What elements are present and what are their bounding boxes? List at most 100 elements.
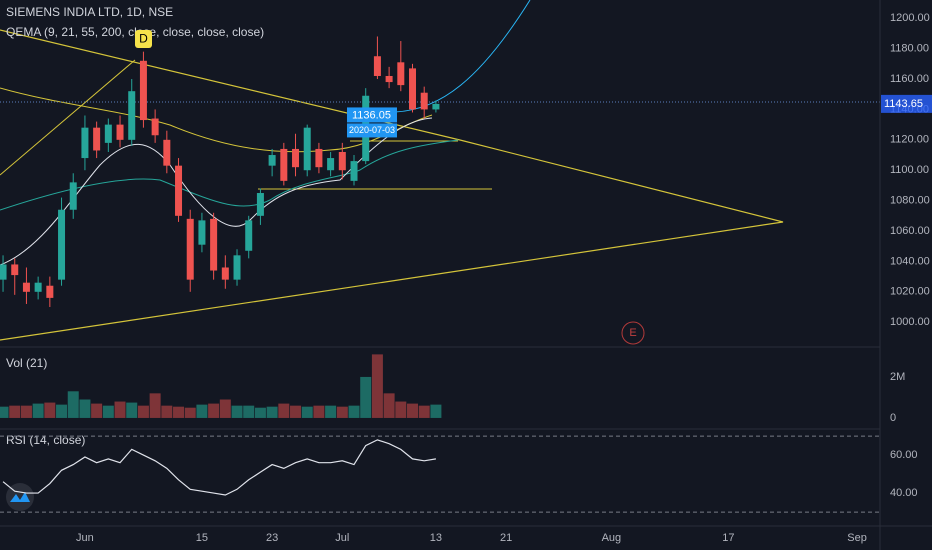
y-tick-label: 1180.00: [890, 43, 929, 55]
volume-bar: [44, 402, 56, 418]
volume-bar: [360, 376, 372, 418]
volume-bar: [161, 405, 173, 418]
x-tick-label: 17: [722, 532, 734, 544]
candle-body: [198, 220, 206, 245]
candle-body: [280, 148, 288, 181]
volume-bar: [290, 405, 302, 418]
volume-bar: [348, 405, 360, 418]
candle-body: [233, 255, 241, 280]
candle-body: [432, 103, 440, 110]
volume-bar: [313, 405, 325, 418]
candle-body: [409, 68, 417, 110]
volume-bar: [32, 403, 44, 418]
candle-body: [292, 148, 300, 168]
y-tick-label: 2M: [890, 371, 905, 383]
candle-body: [11, 264, 19, 276]
volume-bar: [126, 402, 138, 418]
qema-9: [0, 117, 433, 266]
drawings: [0, 0, 880, 341]
trend-line: [0, 59, 136, 176]
volume-bar: [430, 404, 442, 418]
volume-bar: [301, 406, 313, 418]
candle-body: [128, 91, 136, 140]
earnings-marker: E: [629, 327, 636, 339]
volume-label: Vol (21): [6, 356, 47, 370]
volume-bar: [395, 401, 407, 418]
candle-body: [210, 218, 218, 271]
volume-bar: [20, 405, 32, 418]
volume-bar: [266, 406, 278, 418]
tooltip-date: 2020-07-03: [349, 125, 395, 135]
volume-bar: [383, 393, 395, 418]
y-tick-label: 1160.00: [890, 73, 929, 85]
y-tick-label: 1120.00: [890, 134, 929, 146]
volume-bar: [173, 406, 185, 418]
tooltip-date-box: [347, 123, 397, 138]
volume-bar: [196, 404, 208, 418]
earnings-circle: [621, 321, 645, 345]
candle-body: [373, 56, 381, 76]
volume-bar: [184, 407, 196, 418]
volume-bar: [278, 403, 290, 418]
y-tick-label: 1020.00: [890, 286, 930, 298]
volume-bar: [102, 405, 114, 418]
x-tick-label: 23: [266, 532, 278, 544]
symbol-title: SIEMENS INDIA LTD, 1D, NSE: [6, 5, 173, 19]
volume-bar: [254, 407, 266, 418]
volume-bar: [208, 403, 220, 418]
volume-bar: [79, 399, 91, 418]
y-tick-label: 1000.00: [890, 316, 930, 328]
price-label: 1143.65: [884, 98, 923, 110]
candle-body: [58, 209, 66, 280]
candle-body: [69, 182, 77, 210]
candle-body: [315, 148, 323, 168]
candle-body: [151, 118, 159, 136]
candle-body: [163, 139, 171, 166]
indicator-label: QEMA (9, 21, 55, 200, close, close, clos…: [6, 25, 264, 39]
price-label-box: [881, 94, 932, 113]
candle-body: [34, 282, 42, 292]
volume-bar: [149, 393, 161, 418]
candle-body: [46, 285, 54, 298]
volume-bar: [91, 403, 103, 418]
rsi-label: RSI (14, close): [6, 433, 85, 447]
volume-bar: [243, 405, 255, 418]
volume-bar: [114, 401, 126, 418]
volume-bar: [336, 406, 348, 418]
volume-bar: [56, 404, 68, 418]
candle-body: [303, 127, 311, 171]
candle-body: [139, 60, 147, 121]
candle-body: [420, 92, 428, 110]
candle-body: [22, 282, 30, 292]
x-tick-label: Jul: [335, 532, 349, 544]
x-tick-label: Sep: [847, 532, 867, 544]
dividend-marker: D: [139, 32, 148, 46]
x-tick-label: 13: [430, 532, 442, 544]
x-tick-label: 15: [196, 532, 208, 544]
candle-body: [186, 218, 194, 280]
candle-body: [338, 151, 346, 171]
tooltip-box: [347, 107, 397, 123]
candle-body: [385, 75, 393, 83]
y-tick-label: 1200.00: [890, 12, 930, 24]
y-tick-label: 1060.00: [890, 225, 930, 237]
tooltip-value: 1136.05: [352, 109, 391, 121]
volume-bar: [371, 354, 383, 418]
y-tick-label: 1040.00: [890, 255, 930, 267]
rsi-line: [2, 439, 437, 496]
x-tick-label: Jun: [76, 532, 94, 544]
candle-body: [268, 155, 276, 166]
y-tick-label: 0: [890, 412, 896, 424]
y-tick-label: 1080.00: [890, 195, 930, 207]
volume-bar: [325, 405, 337, 418]
earnings-badge: [135, 30, 152, 48]
volume-bar: [219, 399, 231, 418]
qema-55: [0, 87, 433, 153]
qema-200: [394, 0, 531, 113]
candle-body: [104, 124, 112, 143]
candle-body: [256, 193, 264, 216]
volume-bar: [407, 403, 419, 418]
logo-icon: [10, 492, 30, 502]
